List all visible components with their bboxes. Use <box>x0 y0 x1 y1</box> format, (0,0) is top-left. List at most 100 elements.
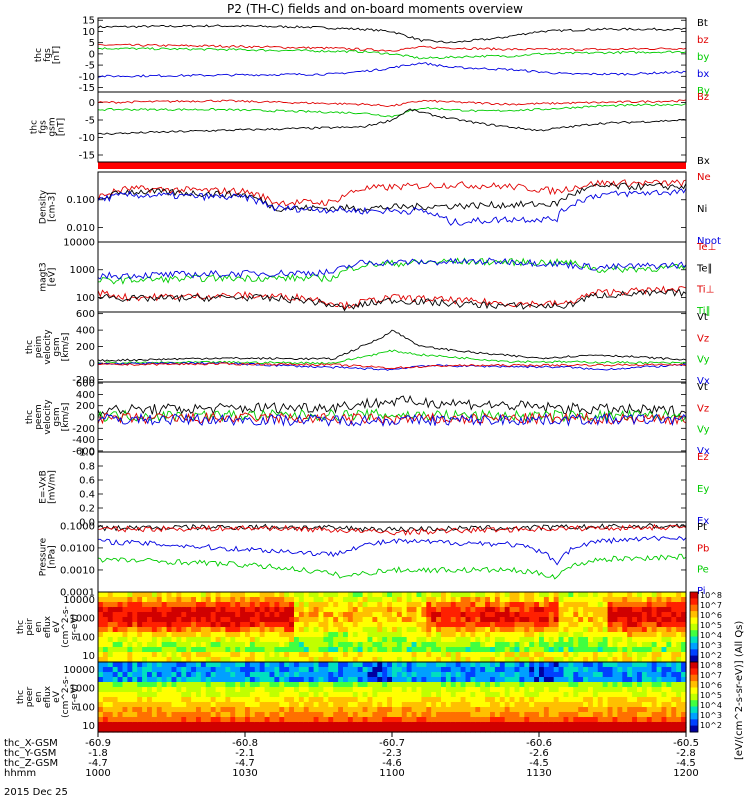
heatmap-cell <box>627 667 633 673</box>
heatmap-cell <box>416 662 422 668</box>
heatmap-cell <box>494 617 501 623</box>
heatmap-cell <box>416 682 422 688</box>
heatmap-cell <box>308 612 315 618</box>
heatmap-cell <box>338 662 344 668</box>
heatmap-cell <box>543 602 550 608</box>
heatmap-cell <box>338 612 344 618</box>
heatmap-cell <box>490 697 496 703</box>
heatmap-cell <box>681 672 687 678</box>
heatmap-cell <box>191 682 197 688</box>
heatmap-cell <box>215 642 222 648</box>
heatmap-cell <box>259 652 266 658</box>
heatmap-cell <box>112 602 119 608</box>
heatmap-cell <box>597 712 604 718</box>
heatmap-cell <box>367 657 373 663</box>
heatmap-cell <box>592 702 599 708</box>
heatmap-cell <box>406 697 413 703</box>
x-tick-label: -2.6 <box>529 748 549 759</box>
heatmap-cell <box>583 627 589 633</box>
heatmap-cell <box>269 727 275 733</box>
heatmap-cell <box>181 592 187 598</box>
heatmap-cell <box>279 652 285 658</box>
heatmap-cell <box>205 687 212 693</box>
heatmap-cell <box>490 652 496 658</box>
heatmap-cell <box>666 622 672 628</box>
heatmap-cell <box>117 702 124 708</box>
heatmap-cell <box>191 702 197 708</box>
heatmap-cell <box>176 692 182 698</box>
heatmap-cell <box>607 712 614 718</box>
heatmap-cell <box>583 687 589 693</box>
heatmap-cell <box>181 697 187 703</box>
heatmap-cell <box>524 692 530 698</box>
heatmap-cell <box>156 612 163 618</box>
heatmap-cell <box>509 642 516 648</box>
heatmap-cell <box>210 717 217 723</box>
heatmap-cell <box>156 622 163 628</box>
heatmap-cell <box>220 597 226 603</box>
heatmap-cell <box>411 667 418 673</box>
heatmap-cell <box>602 602 609 608</box>
heatmap-cell <box>147 722 153 728</box>
heatmap-cell <box>534 597 540 603</box>
heatmap-cell <box>465 712 471 718</box>
heatmap-cell <box>553 702 560 708</box>
heatmap-cell <box>666 687 672 693</box>
heatmap-cell <box>509 727 516 733</box>
heatmap-cell <box>578 707 584 713</box>
heatmap-cell <box>406 662 413 668</box>
heatmap-cell <box>573 717 579 723</box>
heatmap-cell <box>240 727 246 733</box>
heatmap-cell <box>480 592 486 598</box>
heatmap-cell <box>460 637 467 643</box>
heatmap-cell <box>401 667 408 673</box>
heatmap-cell <box>132 592 138 598</box>
heatmap-cell <box>612 657 618 663</box>
heatmap-cell <box>372 722 378 728</box>
heatmap-cell <box>333 677 339 683</box>
heatmap-cell <box>543 662 550 668</box>
heatmap-cell <box>181 682 187 688</box>
heatmap-cell <box>568 652 574 658</box>
heatmap-cell <box>220 712 226 718</box>
colorbar-swatch <box>690 649 698 657</box>
heatmap-cell <box>490 617 496 623</box>
heatmap-cell <box>264 657 271 663</box>
heatmap-cell <box>411 602 418 608</box>
legend-entry: Vy <box>697 355 710 366</box>
heatmap-cell <box>494 642 501 648</box>
heatmap-cell <box>240 597 246 603</box>
heatmap-cell <box>597 652 604 658</box>
heatmap-cell <box>220 687 226 693</box>
heatmap-cell <box>392 677 398 683</box>
heatmap-cell <box>666 602 672 608</box>
heatmap-cell <box>240 647 246 653</box>
heatmap-cell <box>161 697 168 703</box>
heatmap-cell <box>137 612 143 618</box>
heatmap-cell <box>558 672 565 678</box>
heatmap-cell <box>249 647 256 653</box>
y-tick-label: 600 <box>76 309 95 320</box>
heatmap-cell <box>470 672 476 678</box>
heatmap-cell <box>298 702 305 708</box>
heatmap-cell <box>142 712 148 718</box>
heatmap-cell <box>622 697 628 703</box>
heatmap-cell <box>313 702 320 708</box>
heatmap-cell <box>338 657 344 663</box>
heatmap-cell <box>308 662 315 668</box>
x-tick-label: -4.6 <box>382 758 402 769</box>
heatmap-cell <box>347 622 354 628</box>
heatmap-cell <box>441 612 447 618</box>
heatmap-cell <box>127 637 133 643</box>
legend-entry: Pi <box>697 586 706 597</box>
heatmap-cell <box>362 687 369 693</box>
colorbar-swatch <box>690 681 698 688</box>
heatmap-cell <box>333 632 339 638</box>
heatmap-cell <box>186 672 192 678</box>
heatmap-cell <box>671 627 677 633</box>
heatmap-cell <box>200 707 207 713</box>
heatmap-cell <box>583 717 589 723</box>
heatmap-cell <box>362 617 369 623</box>
heatmap-cell <box>249 657 256 663</box>
heatmap-cell <box>382 602 388 608</box>
